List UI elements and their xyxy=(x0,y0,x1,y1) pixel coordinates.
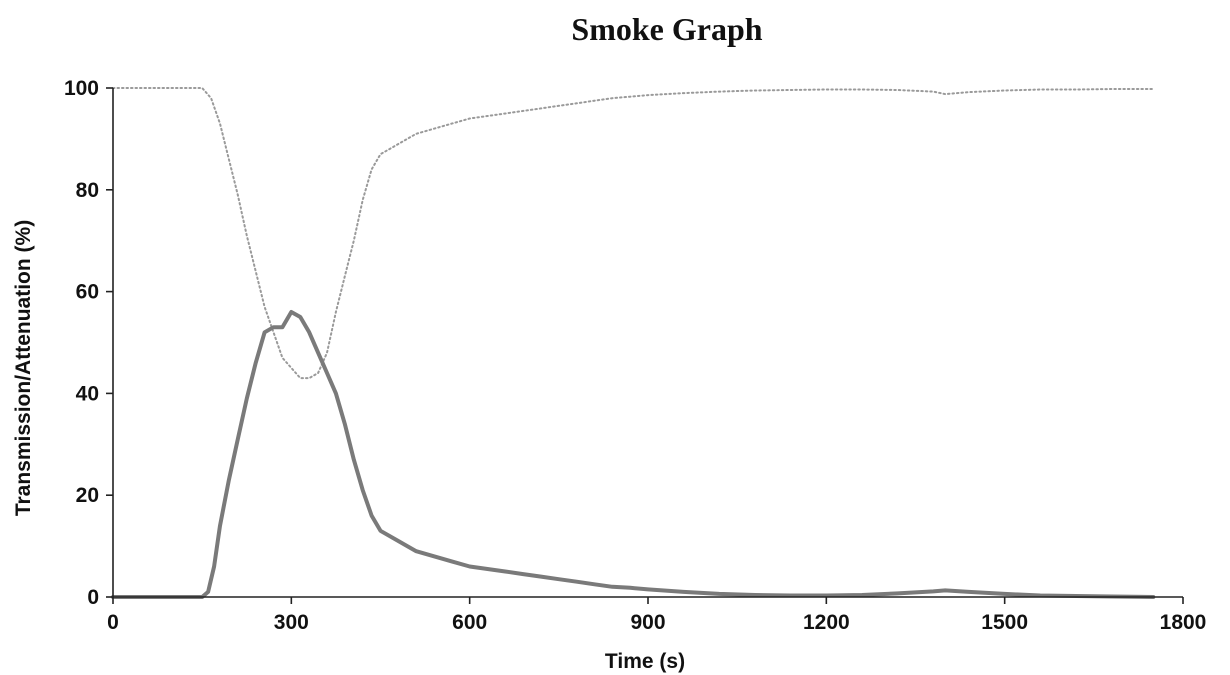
y-tick-label: 60 xyxy=(76,281,99,304)
x-tick-label: 1200 xyxy=(803,611,850,634)
y-axis-label: Transmission/Attenuation (%) xyxy=(12,220,35,516)
series-line-1 xyxy=(112,87,1155,380)
x-tick-label: 1800 xyxy=(1160,611,1207,634)
y-tick-label: 100 xyxy=(64,77,99,100)
x-tick-label: 600 xyxy=(452,611,487,634)
x-tick-label: 900 xyxy=(630,611,665,634)
y-tick-label: 40 xyxy=(76,382,99,405)
x-tick-label: 0 xyxy=(107,611,119,634)
axes-layer xyxy=(112,88,1183,598)
y-tick-label: 0 xyxy=(87,586,99,609)
series-line-2 xyxy=(111,310,1156,599)
ticks-layer: 0 300 600 900 1200 1500 1800 0 20 40 60 80 100 xyxy=(64,77,1206,634)
x-axis-label: Time (s) xyxy=(605,650,685,673)
series-layer xyxy=(111,87,1156,599)
x-tick-label: 1500 xyxy=(981,611,1028,634)
x-tick-label: 300 xyxy=(274,611,309,634)
y-tick-label: 80 xyxy=(76,179,99,202)
chart-title: Smoke Graph xyxy=(571,11,762,47)
y-tick-label: 20 xyxy=(76,484,99,507)
